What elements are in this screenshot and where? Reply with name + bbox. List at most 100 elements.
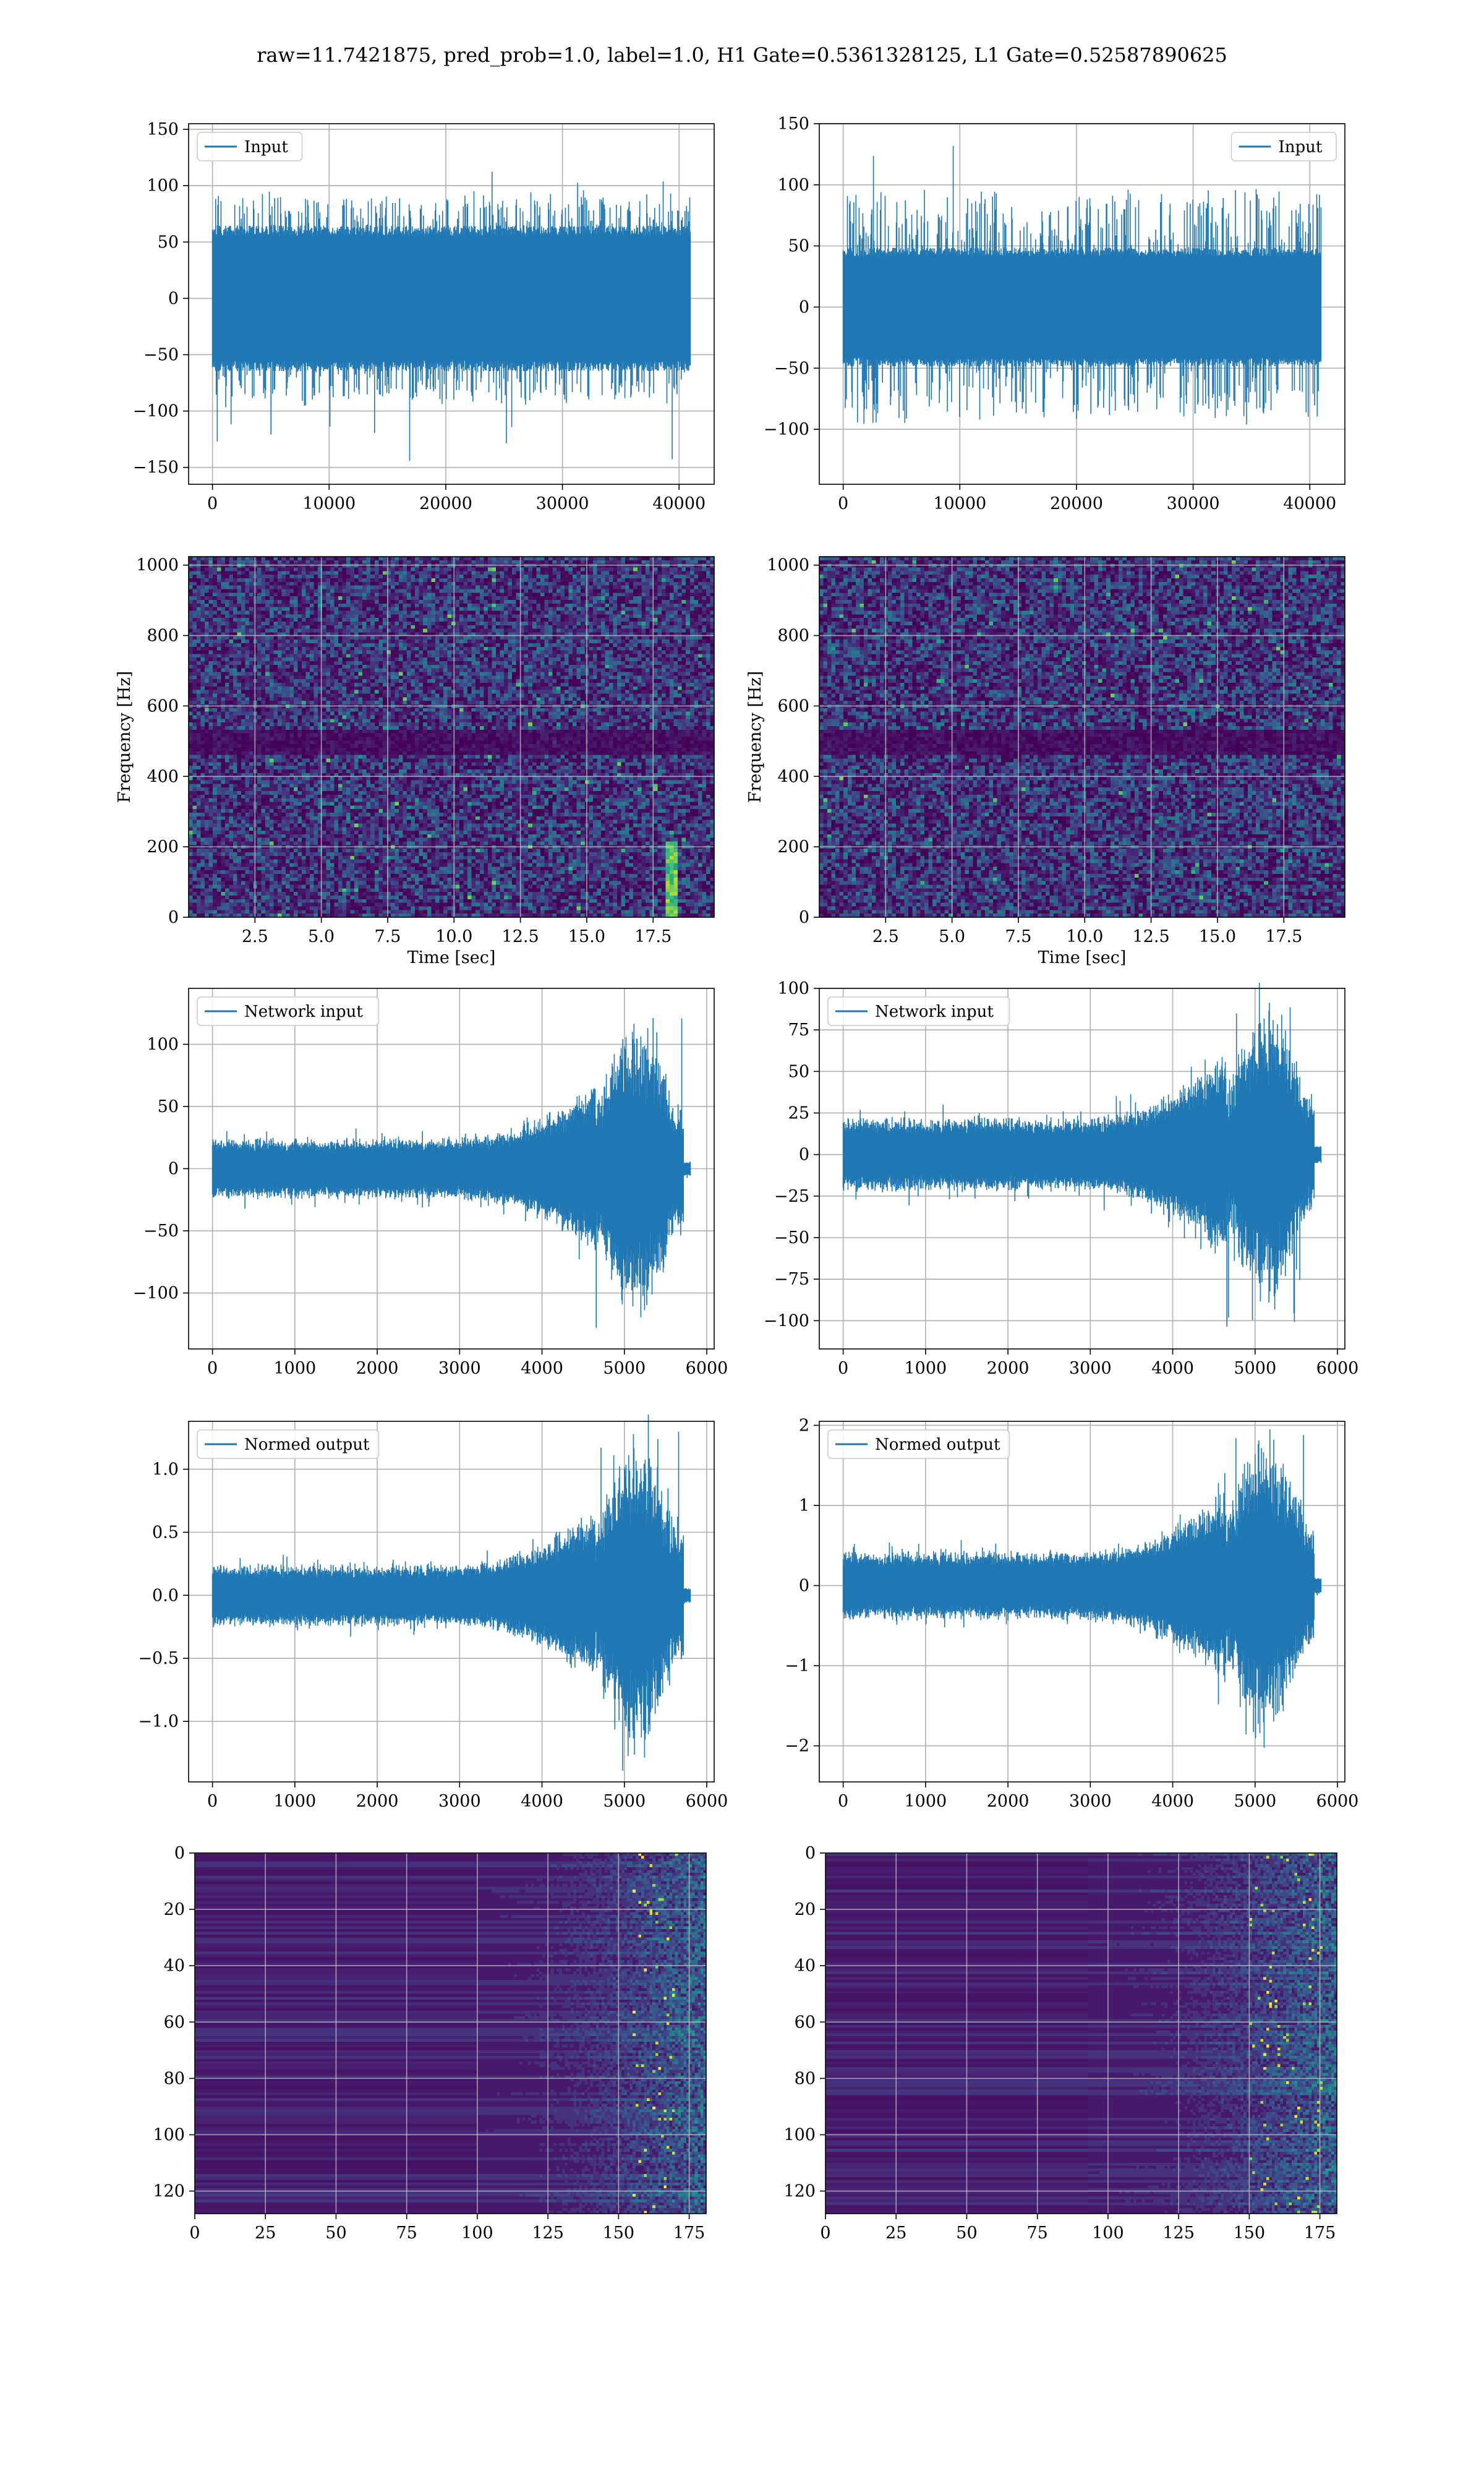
h1-spectrogram-cell — [241, 607, 245, 611]
h1-spectrogram-cell — [706, 571, 710, 575]
h1-spectrogram-cell — [205, 679, 209, 683]
h1-spectrogram-cell — [306, 675, 310, 679]
h1-spectrogram-cell — [205, 567, 209, 571]
h1-spectrogram-cell — [573, 675, 577, 679]
h1-spectrogram-cell — [480, 647, 484, 651]
h1-spectrogram-cell — [427, 622, 432, 625]
h1-spectrogram-cell — [411, 618, 416, 622]
h1-spectrogram-cell — [394, 690, 399, 694]
h1-spectrogram-cell — [443, 622, 448, 625]
h1-spectrogram-cell — [302, 661, 306, 665]
h1-spectrogram-cell — [569, 657, 573, 661]
h1-spectrogram-cell — [488, 672, 492, 676]
h1-spectrogram-cell — [399, 629, 403, 633]
h1-spectrogram-cell — [443, 654, 448, 657]
h1-spectrogram-cell — [193, 679, 197, 683]
h1-spectrogram-cell — [500, 560, 504, 564]
h1-spectrogram-cell — [540, 600, 545, 604]
h1-spectrogram-cell — [423, 604, 427, 607]
h1-spectrogram-cell — [354, 596, 359, 600]
h1-spectrogram-cell — [678, 647, 682, 651]
h1-spectrogram-cell — [674, 604, 678, 607]
h1-spectrogram-cell — [359, 672, 363, 676]
h1-spectrogram-cell — [257, 625, 262, 629]
h1-spectrogram-cell — [589, 610, 593, 614]
h1-spectrogram-cell — [193, 643, 197, 647]
h1-spectrogram-cell — [225, 610, 229, 614]
h1-spectrogram-cell — [524, 578, 529, 582]
h1-spectrogram-cell — [552, 582, 556, 586]
h1-spectrogram-cell — [625, 596, 629, 600]
h1-spectrogram-cell — [342, 586, 346, 589]
h1-spectrogram-cell — [439, 582, 443, 586]
h1-spectrogram-cell — [189, 614, 193, 618]
h1-spectrogram-cell — [233, 607, 237, 611]
h1-spectrogram-cell — [205, 557, 209, 560]
h1-spectrogram-cell — [670, 654, 674, 657]
h1-spectrogram-cell — [217, 589, 221, 593]
h1-spectrogram-cell — [354, 578, 359, 582]
h1-spectrogram-cell — [391, 661, 395, 665]
h1-spectrogram-cell — [289, 629, 294, 633]
h1-spectrogram-cell — [310, 683, 314, 687]
h1-spectrogram-cell — [411, 610, 416, 614]
h1-spectrogram-cell — [472, 640, 476, 643]
h1-spectrogram-cell — [362, 651, 367, 654]
h1-spectrogram-cell — [201, 657, 205, 661]
h1-spectrogram-cell — [354, 629, 359, 633]
h1-spectrogram-cell — [257, 589, 262, 593]
h1-spectrogram-cell — [423, 596, 427, 600]
h1-spectrogram-cell — [286, 564, 290, 568]
h1-spectrogram-cell — [431, 614, 435, 618]
h1-spectrogram-cell — [593, 596, 597, 600]
h1-spectrogram-cell — [706, 618, 710, 622]
h1-spectrogram-cell — [633, 560, 638, 564]
h1-spectrogram-cell — [189, 578, 193, 582]
h1-spectrogram-cell — [484, 665, 488, 669]
h1-spectrogram-cell — [262, 669, 266, 672]
h1-spectrogram-cell — [601, 657, 605, 661]
h1-spectrogram-cell — [431, 629, 435, 633]
h1-spectrogram-cell — [597, 604, 601, 607]
h1-spectrogram-cell — [298, 618, 302, 622]
h1-spectrogram-cell — [524, 610, 529, 614]
h1-spectrogram-cell — [362, 640, 367, 643]
h1-spectrogram-cell — [245, 647, 250, 651]
h1-spectrogram-cell — [467, 643, 472, 647]
h1-spectrogram-cell — [359, 643, 363, 647]
h1-spectrogram-cell — [589, 640, 593, 643]
h1-spectrogram-cell — [504, 582, 508, 586]
h1-spectrogram-cell — [378, 600, 383, 604]
h1-spectrogram-cell — [197, 614, 201, 618]
h1-spectrogram-cell — [326, 557, 330, 560]
h1-spectrogram-cell — [249, 679, 254, 683]
h1-spectrogram-cell — [552, 604, 556, 607]
h1-spectrogram-cell — [354, 571, 359, 575]
h1-spectrogram-cell — [415, 665, 419, 669]
h1-spectrogram-cell — [399, 560, 403, 564]
h1-spectrogram-cell — [241, 629, 245, 633]
h1-spectrogram-cell — [270, 657, 274, 661]
h1-spectrogram-cell — [427, 607, 432, 611]
h1-spectrogram-cell — [581, 593, 585, 596]
h1-spectrogram-cell — [662, 661, 666, 665]
h1-spectrogram-cell — [641, 625, 646, 629]
h1-spectrogram-cell — [197, 672, 201, 676]
h1-spectrogram-cell — [528, 683, 532, 687]
h1-spectrogram-cell — [605, 560, 609, 564]
h1-spectrogram-cell — [678, 683, 682, 687]
h1-spectrogram-cell — [504, 675, 508, 679]
h1-spectrogram-cell — [528, 657, 532, 661]
h1-spectrogram-cell — [254, 679, 258, 683]
h1-spectrogram-cell — [237, 657, 241, 661]
h1-spectrogram-cell — [306, 571, 310, 575]
l1-input-legend: Input — [1232, 132, 1337, 161]
h1-spectrogram-cell — [334, 607, 338, 611]
h1-spectrogram-cell — [464, 586, 468, 589]
h1-spectrogram-cell — [294, 586, 298, 589]
h1-spectrogram-cell — [394, 567, 399, 571]
h1-spectrogram-cell — [629, 593, 634, 596]
h1-spectrogram-cell — [569, 651, 573, 654]
h1-spectrogram-cell — [548, 593, 553, 596]
h1-spectrogram-cell — [346, 672, 351, 676]
